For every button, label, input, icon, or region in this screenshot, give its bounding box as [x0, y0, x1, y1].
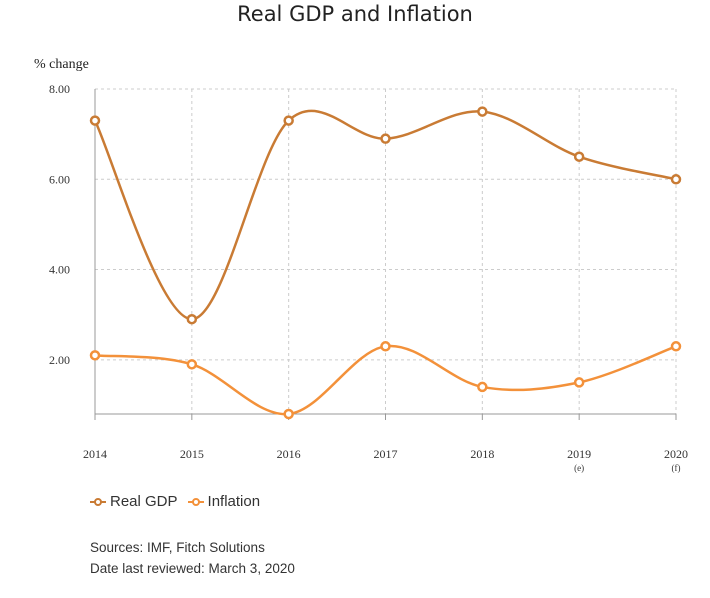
real-gdp-point — [186, 313, 198, 325]
y-tick-label: 2.00 — [49, 353, 70, 367]
inflation-point — [477, 381, 488, 393]
x-tick-label: 2016 — [277, 447, 301, 461]
x-tick-note: (e) — [574, 463, 584, 473]
real-gdp-point — [573, 151, 585, 162]
x-tick-note: (f) — [672, 463, 681, 473]
inflation-point — [89, 350, 101, 361]
chart-title: Real GDP and Inflation — [237, 2, 473, 26]
line-chart: % change 2.00 4.00 6.00 8.00 2014 2015 2016 2017… — [34, 57, 688, 473]
x-tick-label: 2014 — [83, 447, 107, 461]
real-gdp-line — [93, 109, 677, 321]
last-reviewed-note: Date last reviewed: March 3, 2020 — [90, 561, 295, 576]
legend-item-inflation[interactable]: Inflation — [187, 493, 261, 510]
real-gdp-point — [380, 133, 391, 144]
x-tick-label: 2017 — [374, 447, 398, 461]
legend-label: Inflation — [207, 493, 261, 510]
legend-marker-icon — [187, 497, 204, 506]
x-tick-label: 2019 — [567, 447, 591, 461]
x-tick-label: 2018 — [470, 447, 494, 461]
inflation-point — [573, 377, 585, 388]
inflation-point — [283, 408, 294, 420]
x-tick-label: 2020 — [664, 447, 688, 461]
real-gdp-point — [670, 174, 682, 185]
real-gdp-point — [477, 106, 488, 117]
y-axis-label: % change — [34, 57, 89, 72]
y-tick-label: 8.00 — [49, 82, 70, 96]
legend-label: Real GDP — [110, 493, 178, 510]
legend-item-real-gdp[interactable]: Real GDP — [90, 493, 178, 510]
inflation-point — [186, 359, 198, 370]
inflation-point — [670, 341, 682, 352]
x-tick-label: 2015 — [180, 447, 204, 461]
chart-footer: Sources: IMF, Fitch Solutions Date last … — [90, 537, 295, 579]
sources-note: Sources: IMF, Fitch Solutions — [90, 540, 265, 555]
y-tick-label: 4.00 — [49, 263, 70, 277]
inflation-point — [380, 341, 391, 352]
real-gdp-point — [283, 115, 294, 126]
legend-marker-icon — [90, 497, 106, 506]
real-gdp-point — [89, 115, 101, 126]
y-tick-label: 6.00 — [49, 172, 70, 186]
chart-legend: Real GDP Inflation — [90, 493, 270, 510]
